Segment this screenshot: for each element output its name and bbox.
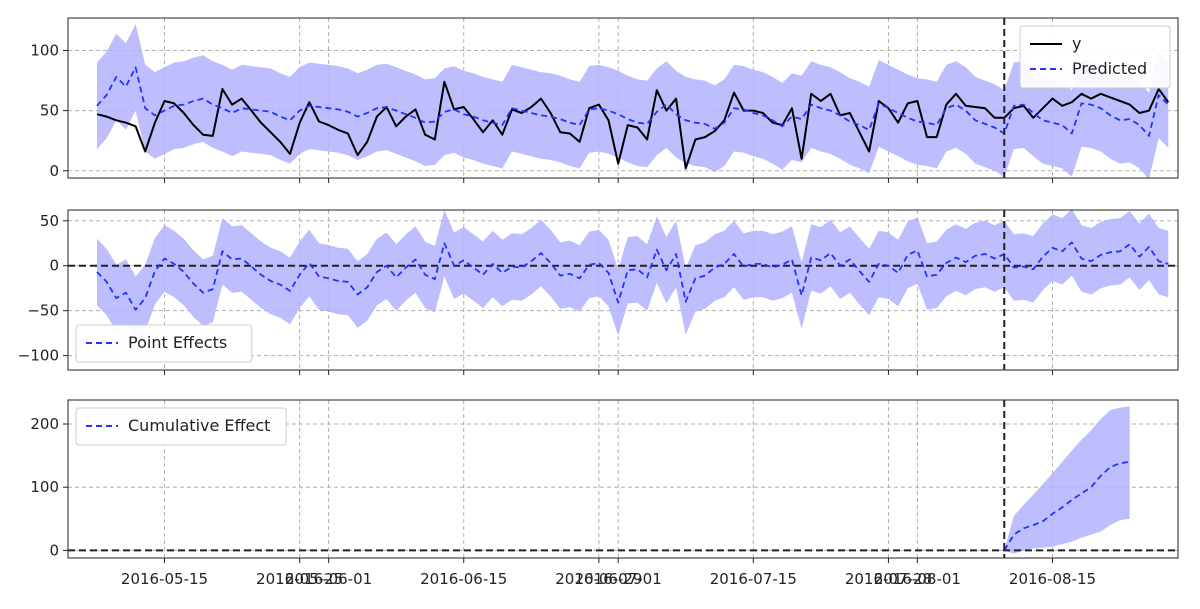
plot-frame — [67, 399, 1179, 559]
y-tick-label: 100 — [30, 41, 59, 59]
x-tick-label: 2016-08-01 — [874, 570, 961, 588]
legend: Cumulative Effect — [75, 407, 287, 446]
series-line-y — [96, 80, 1170, 170]
confidence-band — [97, 24, 1169, 180]
y-tick-label: −50 — [27, 302, 59, 320]
series-line-point-effects — [96, 241, 1169, 311]
y-tick-label: 50 — [40, 212, 59, 230]
panel-cumulative-effect: 0 100 200 Cumulative Effect 2016-05-15 2016-0… — [30, 399, 1179, 588]
x-tick-label: 2016-07-15 — [710, 570, 797, 588]
legend: y Predicted — [1019, 25, 1171, 89]
x-tick-label: 2016-05-25 — [256, 570, 343, 588]
legend-label: y — [1072, 34, 1081, 53]
y-tick-label: 100 — [30, 478, 59, 496]
x-tick-label: 2016-08-15 — [1009, 570, 1096, 588]
x-tick-label: 2016-07-01 — [575, 570, 662, 588]
plot-frame — [67, 17, 1179, 179]
y-tick-label: 0 — [49, 541, 59, 559]
legend-box — [1019, 25, 1171, 89]
x-tick-label: 2016-06-01 — [285, 570, 372, 588]
panel-observed-vs-predicted: 0 50 100 y Predicted — [30, 17, 1179, 183]
y-tick-label: 200 — [30, 415, 59, 433]
legend-label: Point Effects — [128, 333, 227, 352]
legend: Point Effects — [75, 324, 253, 363]
plot-frame — [67, 209, 1179, 371]
legend-label: Predicted — [1072, 59, 1147, 78]
x-tick-label: 2016-06-29 — [555, 570, 642, 588]
x-tick-label: 2016-05-15 — [121, 570, 208, 588]
x-tick-label: 2016-06-15 — [420, 570, 507, 588]
legend-label: Cumulative Effect — [128, 416, 270, 435]
confidence-band — [1004, 406, 1130, 554]
y-tick-label: 0 — [49, 257, 59, 275]
panel-point-effects: −100 −50 0 50 Point Effects — [18, 209, 1179, 375]
series-line-cumulative-effect — [1003, 461, 1130, 551]
y-tick-label: 0 — [49, 162, 59, 180]
y-tick-label: −100 — [18, 347, 59, 365]
legend-box — [75, 407, 287, 446]
series-line-predicted — [96, 66, 1169, 137]
confidence-band — [97, 209, 1169, 343]
legend-box — [75, 324, 253, 363]
x-tick-label: 2016-07-28 — [845, 570, 932, 588]
y-tick-label: 50 — [40, 102, 59, 120]
